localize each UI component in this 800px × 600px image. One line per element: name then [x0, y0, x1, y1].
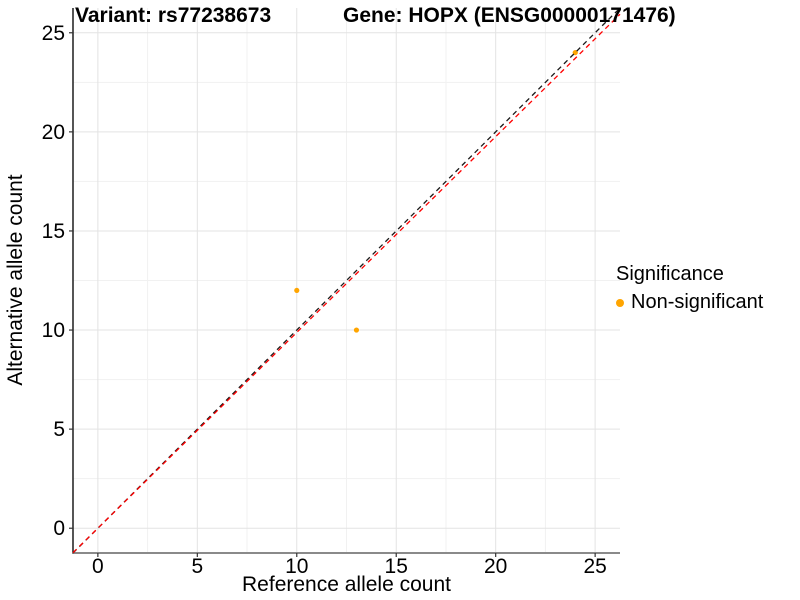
variant-title: Variant: rs77238673 [75, 4, 272, 27]
y-axis-label: Alternative allele count [4, 174, 27, 386]
legend-item-non-significant: Non-significant [616, 291, 763, 314]
y-tick-label: 5 [53, 418, 65, 441]
gene-title: Gene: HOPX (ENSG00000171476) [343, 4, 676, 27]
data-point [294, 287, 300, 294]
x-tick-label: 25 [583, 555, 606, 578]
data-point [572, 49, 578, 56]
x-tick-label: 20 [484, 555, 507, 578]
legend-point-icon [616, 298, 624, 307]
data-point [353, 327, 360, 333]
expected-dashed-line [72, 13, 621, 554]
y-tick-label: 10 [42, 319, 65, 342]
x-axis-label: Reference allele count [242, 573, 451, 596]
y-tick-label: 20 [42, 121, 65, 144]
x-tick-label: 15 [385, 555, 408, 578]
y-tick-label: 15 [42, 220, 65, 243]
legend-title: Significance [616, 263, 724, 285]
x-tick-label: 0 [92, 555, 104, 578]
y-tick-label: 25 [42, 22, 65, 45]
x-tick-label: 5 [191, 555, 203, 578]
legend-item-label: Non-significant [631, 291, 764, 313]
x-tick-label: 10 [285, 555, 308, 578]
legend: Significance Non-significant [616, 263, 763, 314]
y-tick-label: 0 [53, 517, 65, 540]
